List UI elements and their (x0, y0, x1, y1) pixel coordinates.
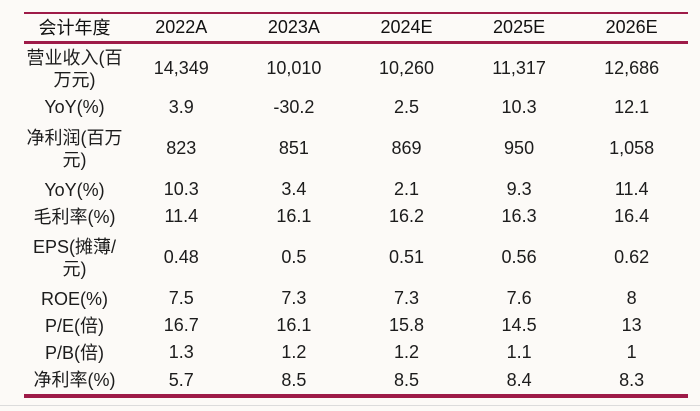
cell: 16.2 (388, 206, 424, 226)
cell: 14.5 (501, 315, 537, 335)
header-2023a: 2023A (267, 17, 320, 37)
cell: 1.1 (506, 342, 532, 362)
table-row-eps: EPS(摊薄/元) 0.48 0.5 0.51 0.56 0.62 (24, 230, 688, 285)
cell: 8.4 (506, 369, 532, 390)
cell: 9.3 (506, 179, 532, 199)
table-header-row: 会计年度 2022A 2023A 2024E 2025E 2026E (24, 14, 688, 44)
cell: 1.3 (168, 342, 194, 362)
header-2025e: 2025E (493, 17, 546, 37)
row-label: YoY(%) (44, 97, 105, 117)
row-label: ROE(%) (41, 288, 108, 309)
cell: 10,010 (266, 58, 322, 78)
cell: 16.4 (614, 206, 650, 226)
cell: 10.3 (501, 96, 537, 117)
table-row-revenue: 营业收入(百万元) 14,349 10,010 10,260 11,317 12… (24, 44, 688, 93)
row-label: 毛利率(%) (33, 206, 116, 227)
cell: 851 (278, 138, 309, 158)
cell: 7.3 (393, 288, 419, 308)
cell: 7.3 (281, 288, 307, 308)
cell: 2.1 (393, 179, 419, 199)
row-label: 净利润(百万元) (26, 127, 123, 170)
cell: 11,317 (492, 58, 546, 78)
row-label: P/B(倍) (44, 342, 104, 363)
table-row-revenue-yoy: YoY(%) 3.9 -30.2 2.5 10.3 12.1 (24, 93, 688, 121)
cell: -30.2 (273, 96, 315, 117)
cell: 12.1 (614, 96, 650, 117)
row-label: EPS(摊薄/元) (32, 236, 116, 279)
cell: 1 (626, 342, 637, 362)
header-2022a: 2022A (155, 17, 208, 37)
table-row-net-profit-yoy: YoY(%) 10.3 3.4 2.1 9.3 11.4 (24, 176, 688, 203)
table-row-net-profit: 净利润(百万元) 823 851 869 950 1,058 (24, 121, 688, 176)
cell: 16.7 (163, 315, 199, 335)
table-row-roe: ROE(%) 7.5 7.3 7.3 7.6 8 (24, 285, 688, 312)
cell: 0.5 (281, 247, 307, 267)
cell: 0.51 (388, 247, 424, 267)
cell: 7.6 (506, 288, 532, 308)
cell: 5.7 (168, 369, 194, 390)
cell: 10,260 (378, 58, 435, 78)
cell: 13 (621, 315, 642, 335)
table-row-net-margin: 净利率(%) 5.7 8.5 8.5 8.4 8.3 (24, 366, 688, 394)
table-row-gross-margin: 毛利率(%) 11.4 16.1 16.2 16.3 16.4 (24, 203, 688, 230)
cell: 11.4 (164, 206, 199, 226)
financial-summary-table: 会计年度 2022A 2023A 2024E 2025E 2026E 营业收入(… (24, 12, 688, 398)
header-fiscal-year: 会计年度 (38, 17, 111, 38)
cell: 15.8 (388, 315, 424, 335)
cell: 1.2 (393, 342, 419, 362)
row-label: YoY(%) (44, 179, 105, 200)
row-label: P/E(倍) (44, 315, 104, 336)
cell: 16.3 (501, 206, 537, 226)
cell: 3.9 (168, 96, 194, 117)
cell: 1.2 (281, 342, 307, 362)
cell: 16.1 (276, 206, 312, 226)
cell: 12,686 (604, 58, 660, 78)
cell: 10.3 (163, 179, 199, 199)
row-label: 营业收入(百万元) (26, 47, 123, 90)
header-2026e: 2026E (605, 17, 658, 37)
cell: 823 (166, 138, 197, 158)
cell: 0.62 (614, 247, 650, 267)
cell: 8.3 (619, 369, 645, 390)
table-row-pe: P/E(倍) 16.7 16.1 15.8 14.5 13 (24, 312, 688, 339)
cell: 1,058 (609, 138, 655, 158)
cell: 869 (391, 138, 422, 158)
cell: 8 (626, 288, 637, 308)
table-row-pb: P/B(倍) 1.3 1.2 1.2 1.1 1 (24, 339, 688, 366)
cell: 950 (504, 138, 535, 158)
row-label: 净利率(%) (33, 370, 116, 390)
cell: 3.4 (281, 179, 307, 199)
cell: 0.56 (501, 247, 537, 267)
header-2024e: 2024E (380, 17, 433, 37)
cell: 2.5 (393, 96, 419, 117)
bottom-divider (0, 405, 700, 406)
cell: 11.4 (614, 179, 649, 199)
cell: 8.5 (281, 369, 307, 390)
cell: 7.5 (168, 288, 194, 308)
cell: 14,349 (153, 58, 209, 78)
cell: 16.1 (276, 315, 312, 335)
cell: 8.5 (393, 369, 419, 390)
cell: 0.48 (163, 247, 199, 267)
